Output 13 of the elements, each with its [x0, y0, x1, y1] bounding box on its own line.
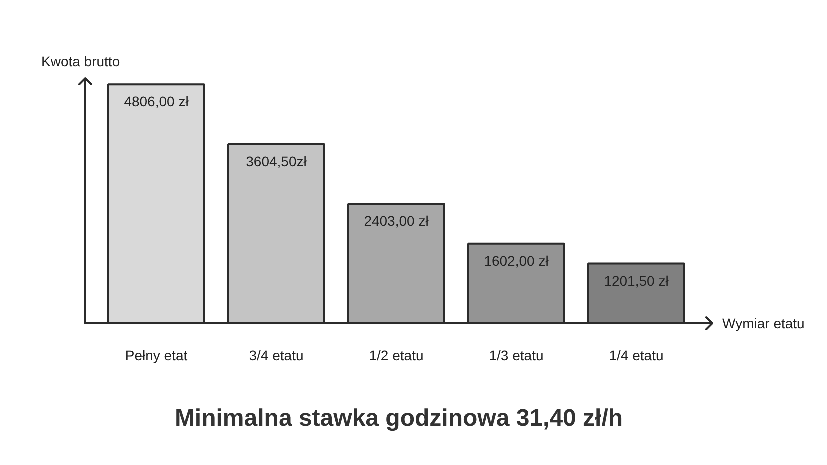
- data-label: 3604,50zł: [246, 153, 308, 170]
- x-tick-label: 1/2 etatu: [369, 348, 424, 364]
- x-tick-label: 3/4 etatu: [249, 348, 304, 364]
- data-label: 1201,50 zł: [604, 272, 670, 289]
- text: Minimalna stawka godzinowa 31,40 zł/h: [174, 405, 624, 432]
- x-tick-label: 1/4 etatu: [609, 348, 664, 364]
- data-label: 2403,00 zł: [364, 213, 430, 230]
- x-axis-title: Wymiar etatu: [722, 316, 805, 332]
- x-tick-label: Pełny etat: [125, 348, 188, 364]
- data-label: 4806,00 zł: [124, 94, 190, 110]
- data-label: 1602,00 zł: [484, 252, 550, 269]
- x-tick-label: 1/3 etatu: [489, 348, 544, 364]
- y-axis-title: Kwota brutto: [42, 54, 120, 70]
